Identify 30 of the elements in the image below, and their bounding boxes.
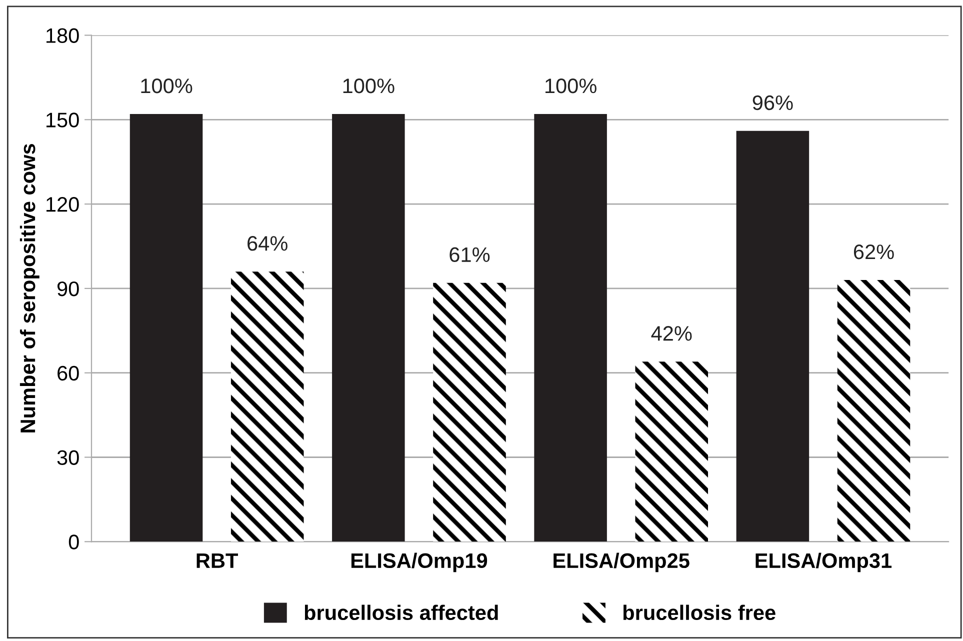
- legend-label: brucellosis free: [623, 604, 776, 620]
- y-tick-label: 150: [46, 112, 79, 128]
- y-tick-label: 120: [46, 197, 79, 212]
- y-tick-label: 30: [57, 450, 79, 465]
- annotation: 100%: [343, 78, 394, 94]
- legend-label: brucellosis affected: [304, 604, 498, 620]
- annotation: 62%: [854, 244, 894, 260]
- bar: [332, 114, 405, 542]
- bar: [736, 130, 810, 542]
- annotation: 100%: [546, 78, 596, 94]
- y-tick-label: 60: [58, 366, 79, 381]
- annotation: 100%: [141, 78, 192, 94]
- annotation: 42%: [651, 326, 692, 341]
- annotation: 64%: [248, 236, 288, 251]
- x-tick-label: RBT: [196, 554, 238, 568]
- bar: [837, 280, 910, 542]
- y-tick-label: 0: [68, 534, 79, 550]
- bar: [433, 282, 506, 542]
- x-tick-label: ELISA/Omp19: [351, 552, 488, 572]
- annotation: 61%: [450, 247, 490, 262]
- y-tick-label: 180: [46, 28, 79, 44]
- bar: [130, 114, 203, 542]
- y-axis-title: Number of seropositive cows: [20, 144, 40, 432]
- y-tick-label: 90: [57, 281, 79, 296]
- bar: [635, 362, 708, 542]
- bar: [534, 114, 607, 542]
- x-tick-label: ELISA/Omp25: [554, 552, 690, 572]
- annotation: 96%: [752, 95, 793, 110]
- x-tick-label: ELISA/Omp31: [756, 552, 892, 572]
- bar: [230, 272, 304, 542]
